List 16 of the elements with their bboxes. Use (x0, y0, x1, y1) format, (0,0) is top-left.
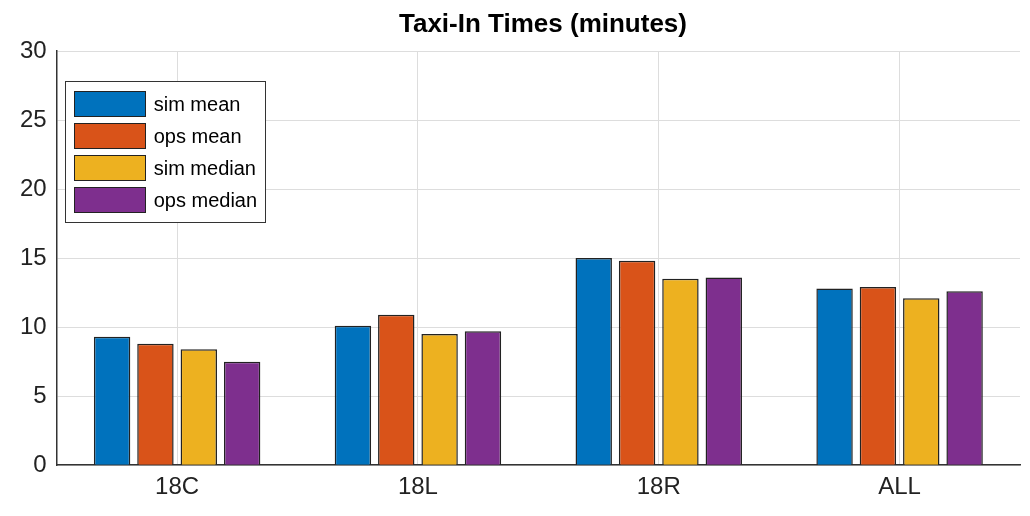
x-tick-label: 18R (636, 472, 681, 500)
y-tick-label: 10 (19, 311, 47, 339)
x-tick-label: ALL (878, 472, 921, 500)
x-tick-label: 18C (155, 472, 200, 500)
legend-label: ops median (153, 188, 258, 212)
legend-label: sim median (153, 156, 256, 180)
y-tick-label: 25 (19, 104, 47, 132)
y-tick-label: 20 (19, 173, 47, 201)
y-tick-label: 30 (19, 35, 47, 63)
y-tick-label: 0 (33, 449, 47, 477)
y-tick-label: 15 (19, 242, 47, 270)
y-tick-label: 5 (33, 380, 47, 408)
chart-title: Taxi-In Times (minutes) (398, 8, 688, 39)
legend-label: ops mean (153, 124, 242, 148)
x-tick-label: 18L (397, 472, 438, 500)
legend-label: sim mean (153, 92, 241, 116)
